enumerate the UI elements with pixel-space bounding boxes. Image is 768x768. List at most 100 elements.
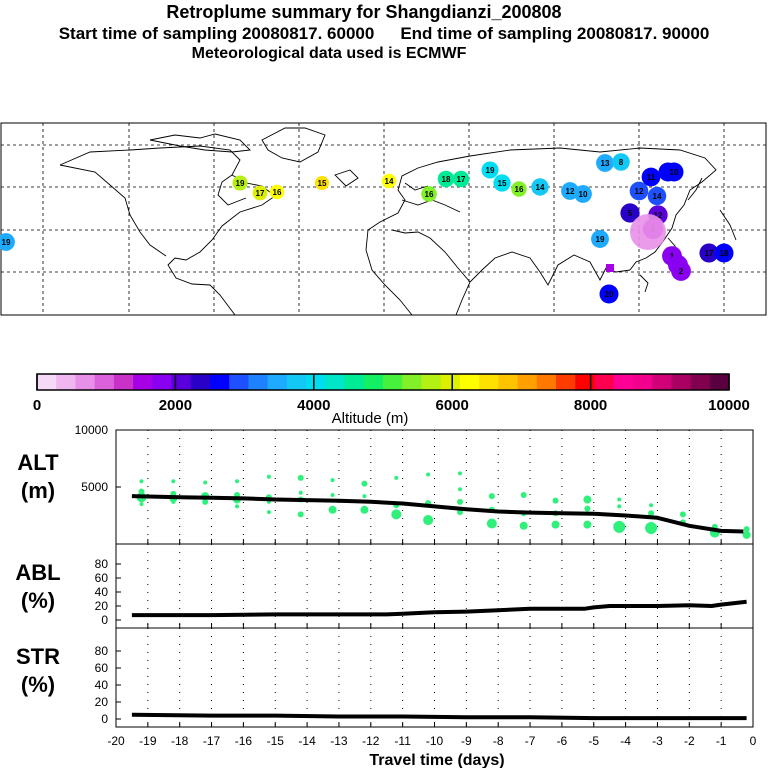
colorbar-cell [594,374,615,390]
trajectory-marker [452,170,470,188]
y-tick-label: 20 [95,599,109,613]
colorbar-cell [556,374,576,390]
altitude-point [297,511,304,518]
trajectory-label: 10 [670,168,679,177]
x-tick-label: -14 [298,734,316,748]
trajectory-marker [437,170,455,188]
trajectory-label: 12 [566,187,575,196]
trajectory-label: 10 [579,190,588,199]
colorbar-cell [479,374,499,390]
x-axis-title: Travel time (days) [369,752,504,768]
trajectory-marker [599,284,619,304]
altitude-point [202,498,209,505]
altitude-point [456,498,463,505]
trajectory-marker [574,185,592,203]
x-tick-label: -6 [557,734,568,748]
altitude-point [266,510,271,515]
altitude-point [488,493,495,500]
colorbar-tick-label: 2000 [159,397,192,414]
trajectory-marker [232,175,248,191]
y-tick-label: 60 [95,661,109,675]
trajectory-marker [381,173,397,189]
altitude-point [394,475,399,480]
series-line-alt [131,494,744,534]
trajectory-marker [591,230,609,248]
series-line-abl [131,599,747,618]
panel-ylabel: ABL [15,560,60,585]
plot-title: Retroplume summary for Shangdianzi_20080… [166,2,562,22]
trajectory-marker [671,261,691,281]
trajectory-label: 12 [635,187,644,196]
altitude-point [139,502,144,507]
colorbar-cell [536,374,557,390]
trajectory-label: 17 [256,189,265,198]
colorbar-cell [690,374,711,390]
colorbar-tick-label: 0 [33,397,41,414]
trajectory-label: 16 [515,185,524,194]
trajectory-labels: 1919171615141618171915161412101381191012… [0,153,734,304]
colorbar-cell [517,374,538,390]
altitude-point [362,494,367,499]
colorbar-cell [267,374,288,390]
altitude-point [297,474,304,481]
x-tick-label: -10 [426,734,444,748]
panel-units: (m) [21,478,55,503]
trajectory-marker [664,162,684,182]
x-tick-label: 0 [750,734,757,748]
colorbar-cell [286,374,307,390]
trajectory-label: 18 [720,249,729,258]
trajectory-marker [511,181,527,197]
x-tick-labels: -20 -19 -18 -17 -16 -15 -14 -13 -12 -11 -10 -9 -8 -7-… [107,734,756,748]
panel-str: 0 20 40 60 80 STR (%) [16,627,754,728]
altitude-point [519,521,528,530]
trajectory-marker [629,181,649,201]
altitude-point [583,495,592,504]
trajectory-label: 19 [2,238,11,247]
y-tick-label: 0 [101,712,108,726]
altitude-point [423,515,434,526]
altitude-point [235,504,240,509]
altitude-point [552,497,559,504]
trajectory-marker [252,185,268,201]
x-tick-label: -5 [588,734,599,748]
altitude-point [648,510,655,517]
trajectory-label: 18 [442,175,451,184]
colorbar-cell [113,374,134,390]
colorbar-cell [152,374,173,390]
receptor-site-marker [630,214,666,250]
coastlines [59,127,737,316]
colorbar-cell [306,374,326,390]
trajectory-marker [481,161,499,179]
altitude-point [551,520,560,529]
altitude-colorbar: 0 2000 4000 6000 8000 10000 Altitude (m) [33,373,750,427]
x-tick-label: -8 [493,734,504,748]
colorbar-cell [709,374,730,390]
colorbar-cell [190,374,211,390]
altitude-point [486,518,497,529]
altitude-point [584,505,591,512]
altitude-point [617,497,622,502]
altitude-point [457,471,462,476]
trajectory-label: 19 [486,166,495,175]
y-tick-label: 0 [101,613,108,627]
colorbar-cell [56,374,76,390]
trajectory-label: 19 [596,235,605,244]
panel-alt: 5000 10000 ALT (m) [17,423,754,545]
colorbar-cell [210,374,230,390]
altitude-point [426,472,431,477]
x-tick-label: -7 [525,734,536,748]
x-tick-label: -18 [171,734,189,748]
x-tick-label: -4 [620,734,631,748]
altitude-point [171,499,176,504]
panel-units: (%) [21,588,55,613]
colorbar-cell [459,374,480,390]
colorbar-cell [248,374,269,390]
colorbar-cell [671,374,692,390]
start-time: Start time of sampling 20080817. 60000 [58,24,375,43]
colorbar-cell [229,374,249,390]
x-tick-label: -20 [107,734,125,748]
trajectory-label: 11 [647,173,656,182]
panel-units: (%) [21,672,55,697]
met-data-line: Meteorological data used is ECMWF [191,45,467,62]
